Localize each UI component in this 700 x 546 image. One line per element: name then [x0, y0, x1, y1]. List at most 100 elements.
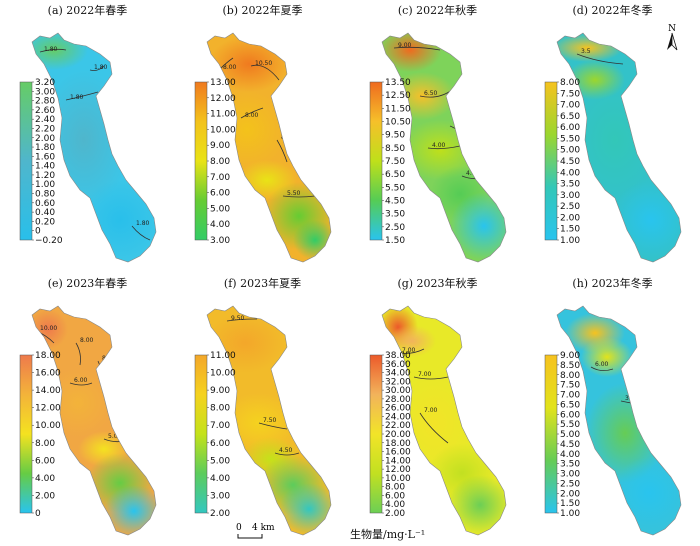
- concentration-zone: [382, 33, 442, 72]
- lake-outline: [206, 305, 332, 536]
- contour-label: 7.00: [424, 407, 438, 414]
- color-bar-tick-label: 6.00: [210, 439, 230, 449]
- contour-label: 9.00: [398, 42, 412, 49]
- contour-label: 7.50: [263, 417, 277, 424]
- lake-outline: [381, 305, 507, 536]
- contour-label: 1.80: [94, 64, 108, 71]
- contour-line: [413, 376, 449, 380]
- map-panel: (f) 2023年夏季 9.50 7.50 4.50 11.00 10.00 9.00 8.…: [175, 273, 350, 546]
- contour-label: 7.00: [418, 371, 432, 378]
- color-bar-tick-label: 4.50: [385, 197, 405, 207]
- color-bar-tick-label: 7.50: [385, 157, 405, 167]
- color-bar-tick-label: 5.00: [210, 204, 230, 214]
- contour-label: 1.80: [44, 46, 58, 53]
- color-bar-ramp: [544, 81, 558, 241]
- contour-line: [419, 412, 449, 444]
- panel-title: (d) 2022年冬季: [572, 4, 653, 17]
- color-bar-tick-label: 6.50: [385, 170, 405, 180]
- color-bar-tick-label: 2.50: [560, 202, 580, 212]
- color-bar-tick-label: 38.00: [385, 351, 411, 361]
- color-bar-tick-label: 4.00: [560, 168, 580, 178]
- color-bar-tick-label: 12.00: [385, 465, 411, 475]
- color-bar-tick-label: 2.50: [560, 479, 580, 489]
- color-bar-tick-label: 7.00: [210, 173, 230, 183]
- contour-line: [590, 366, 614, 371]
- contour-label: 6.00: [595, 361, 609, 368]
- panel-title: (c) 2022年秋季: [397, 4, 478, 17]
- color-bar-tick-label: 2.50: [385, 223, 405, 233]
- panel-title: (h) 2023年冬季: [572, 277, 653, 290]
- color-bar-tick-label: 8.00: [385, 483, 405, 493]
- color-bar-tick-label: 13.50: [385, 78, 411, 88]
- color-bar-tick-label: 9.00: [210, 141, 230, 151]
- color-bar-tick-label: 3.00: [210, 491, 230, 501]
- contour-label: 1.80: [136, 220, 150, 227]
- color-bar: 13.00 12.00 11.00 10.00 9.00 8.00 7.00 6.00 5.00…: [194, 78, 236, 246]
- color-bar-tick-label: 2.00: [35, 134, 55, 144]
- color-bar-tick-label: 11.50: [385, 104, 411, 114]
- color-bar-tick-label: 1.00: [35, 180, 55, 190]
- color-bar-tick-label: 8.50: [560, 361, 580, 371]
- color-bar-ramp: [369, 81, 383, 241]
- lake-outline: [31, 32, 157, 263]
- color-bar-tick-label: 10.50: [385, 118, 411, 128]
- color-bar-tick-label: 8.00: [35, 439, 55, 449]
- concentration-zone: [104, 485, 156, 535]
- color-bar-tick-label: 1.80: [35, 143, 55, 153]
- map-panel: (e) 2023年春季 10.00 8.00 8.00 6.00 5.00 18.00 16…: [0, 273, 175, 546]
- color-bar-tick-label: 16.00: [385, 448, 411, 458]
- contour-label: 8.00: [223, 64, 237, 71]
- contour-line: [131, 225, 151, 241]
- color-bar-tick-label: 3.50: [560, 460, 580, 470]
- color-bar: 3.203.002.802.602.402.202.001.801.601.40…: [19, 78, 63, 246]
- contour-label: 4.50: [279, 447, 293, 454]
- color-bar-tick-label: 7.00: [560, 101, 580, 111]
- contour-line: [276, 139, 288, 163]
- contour-label: 1.80: [70, 94, 84, 101]
- color-bar-tick-label: 0.80: [35, 190, 55, 200]
- panel-title: (g) 2023年秋季: [397, 277, 478, 290]
- color-bar-tick-label: 12.00: [35, 404, 61, 414]
- map-svg: 8.00 10.50 8.00 8.00 5.50 13.00 12.00 11.00 10.0…: [194, 32, 332, 263]
- concentration-zone: [279, 483, 331, 535]
- contour-line: [576, 53, 624, 65]
- map-svg: 9.50 7.50 4.50 11.00 10.00 9.00 8.00 7.00 6.00 5.…: [194, 305, 332, 536]
- contour-line: [282, 195, 316, 198]
- color-bar-tick-label: 4.50: [560, 157, 580, 167]
- color-bar-tick-label: 10.00: [210, 125, 236, 135]
- color-bar-tick-label: 14.00: [35, 386, 61, 396]
- color-bar-tick-label: 2.00: [210, 509, 230, 519]
- color-bar-ramp: [194, 354, 208, 514]
- color-bar-tick-label: 32.00: [385, 377, 411, 387]
- color-bar-tick-label: 8.50: [385, 144, 405, 154]
- lake-outline: [556, 305, 682, 536]
- color-bar-tick-label: 3.50: [560, 180, 580, 190]
- color-bar-tick-label: 3.00: [560, 470, 580, 480]
- color-bar-tick-label: 11.00: [210, 110, 236, 120]
- color-bar-tick-label: 9.00: [210, 386, 230, 396]
- color-bar-ramp: [19, 354, 33, 514]
- color-bar-tick-label: 5.00: [560, 430, 580, 440]
- color-bar-tick-label: 6.00: [560, 123, 580, 133]
- color-bar: 9.008.508.007.507.006.506.005.505.004.50…: [544, 351, 580, 519]
- north-label: N: [668, 24, 676, 34]
- contour-line: [89, 65, 105, 71]
- color-bar-tick-label: 1.00: [560, 236, 580, 246]
- color-bar-tick-label: 0.20: [35, 217, 55, 227]
- contour-label: 8.00: [245, 112, 259, 119]
- color-bar-tick-label: 2.00: [385, 509, 405, 519]
- contour-label: 5.50: [287, 190, 301, 197]
- color-bar-ramp: [19, 81, 33, 241]
- color-bar-tick-label: 6.00: [35, 456, 55, 466]
- color-bar-tick-label: 6.50: [560, 400, 580, 410]
- color-bar-tick-label: 12.00: [210, 94, 236, 104]
- color-bar-tick-label: 26.00: [385, 404, 411, 414]
- color-bar-tick-label: 8.00: [560, 78, 580, 88]
- color-bar-tick-label: 7.00: [210, 421, 230, 431]
- contour-line: [274, 452, 300, 456]
- north-arrow-icon: N: [667, 24, 678, 51]
- color-bar-tick-label: 11.00: [210, 351, 236, 361]
- color-bar-tick-label: 12.50: [385, 91, 411, 101]
- color-bar-tick-label: 5.00: [210, 456, 230, 466]
- color-bar-tick-label: 10.00: [210, 369, 236, 379]
